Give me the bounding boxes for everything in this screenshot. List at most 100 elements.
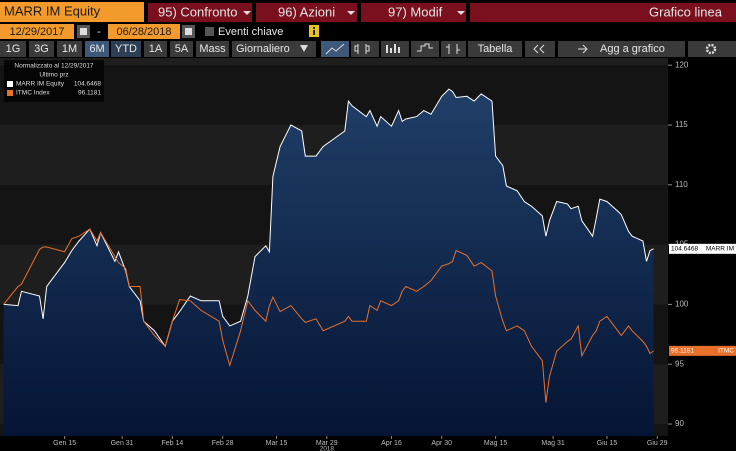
y-tick-label: 90	[675, 419, 684, 428]
candle-glyph	[354, 44, 370, 54]
x-tick-label: Apr 16	[381, 440, 402, 447]
legend-box	[4, 60, 104, 102]
info-glyph	[313, 30, 315, 35]
x-tick-label: Feb 14	[161, 440, 183, 447]
period-label: 3G	[34, 43, 49, 55]
menu-text: 97) Modif	[388, 4, 443, 19]
period-button[interactable]	[196, 41, 229, 57]
legend-swatch	[7, 90, 13, 96]
line-chart-button[interactable]	[321, 41, 349, 57]
period-label: 1M	[62, 43, 77, 55]
menu-button[interactable]	[256, 3, 357, 22]
legend-value: 104.6468	[74, 81, 101, 88]
x-tick-label: Gen 31	[111, 440, 134, 447]
menu-text: 95) Confronto	[158, 4, 238, 19]
x-year-label: 2018	[320, 446, 335, 451]
series-line	[3, 228, 654, 403]
toolbar-row-2: 12/29/2017 - 06/28/2018 Eventi chiave	[0, 24, 319, 39]
legend-swatch	[7, 81, 13, 87]
end-date-field[interactable]	[108, 24, 180, 39]
series-tag: MARR IM	[706, 246, 734, 253]
dropdown-icon	[300, 45, 308, 52]
period-button[interactable]	[111, 41, 141, 57]
table-label: Tabella	[478, 43, 514, 55]
date-separator: -	[97, 26, 101, 38]
grid-band	[0, 58, 668, 66]
y-tick-label: 95	[675, 359, 684, 368]
checkbox[interactable]	[205, 27, 214, 36]
period-button[interactable]	[0, 41, 26, 57]
start-date-field[interactable]	[0, 24, 74, 39]
menu-button[interactable]	[361, 3, 466, 22]
collapse-glyph	[533, 44, 545, 54]
period-label: YTD	[115, 43, 137, 55]
add-to-chart-button[interactable]	[558, 41, 685, 57]
dropdown-icon	[457, 11, 465, 15]
period-label: 1G	[6, 43, 21, 55]
x-tick-label: Mar 29	[316, 440, 338, 447]
ohlc-button[interactable]	[411, 41, 439, 57]
view-title-bar	[470, 3, 736, 22]
period-button-selected[interactable]	[85, 41, 109, 57]
last-value-tag	[669, 243, 736, 254]
series-area	[3, 89, 654, 436]
legend-subtitle: Ultimo prz	[39, 72, 68, 79]
start-date: 12/29/2017	[9, 26, 64, 38]
menu-button[interactable]	[148, 3, 252, 22]
period-label: 5A	[175, 43, 189, 55]
bar-glyph	[386, 44, 400, 53]
end-date: 06/28/2018	[116, 26, 171, 38]
gear-glyph	[705, 43, 717, 55]
frequency-label: Giornaliero	[236, 43, 290, 55]
period-button[interactable]	[144, 41, 167, 57]
period-button[interactable]	[57, 41, 82, 57]
legend-title: Normalizzato al 12/29/2017	[14, 63, 94, 70]
y-tick-label: 115	[675, 120, 688, 129]
dropdown-icon	[243, 11, 251, 15]
events-label: Eventi chiave	[218, 26, 283, 38]
legend-label: ITMC Index	[16, 90, 50, 97]
calendar-glyph	[80, 28, 87, 35]
arrow-glyph	[578, 44, 588, 54]
settings-button[interactable]	[688, 41, 736, 57]
frequency-dropdown[interactable]	[232, 41, 316, 57]
toolbar-row-1: MARR IM Equity 95) Confronto 96) Azioni …	[0, 2, 736, 22]
y-tick-label: 120	[675, 60, 689, 69]
calendar-glyph	[185, 28, 192, 35]
axis-panel	[668, 58, 736, 451]
y-tick-label: 100	[675, 300, 689, 309]
toolbar-row-3: 1G 3G 1M 6M YTD 1A 5A Mass Giornaliero T…	[0, 41, 736, 57]
line-chart-glyph	[325, 43, 345, 55]
security-text: MARR IM Equity	[4, 3, 101, 18]
period-label: 1A	[149, 43, 163, 55]
x-tick-label: Gen 15	[53, 440, 76, 447]
x-tick-label: Mag 15	[484, 440, 507, 447]
info-glyph	[313, 27, 315, 29]
hlc-glyph	[446, 44, 460, 54]
x-axis-panel	[0, 436, 736, 451]
table-button[interactable]	[468, 41, 522, 57]
period-button[interactable]	[170, 41, 193, 57]
x-tick-label: Feb 28	[212, 440, 234, 447]
last-value-tag	[669, 345, 736, 356]
dropdown-icon	[347, 11, 355, 15]
view-title: Grafico linea	[649, 4, 723, 19]
legend-value: 96.1181	[78, 90, 101, 97]
x-tick-label: Mag 31	[541, 440, 564, 447]
series-tag: ITMC	[718, 348, 734, 355]
legend: Normalizzato al 12/29/2017 Ultimo prz MA…	[4, 60, 104, 102]
period-button[interactable]	[29, 41, 54, 57]
security-field[interactable]	[0, 2, 144, 22]
x-tick-label: Mar 15	[266, 440, 288, 447]
legend-label: MARR IM Equity	[16, 81, 65, 88]
x-tick-label: Giu 29	[647, 440, 668, 447]
ohlc-glyph	[417, 43, 433, 52]
x-tick-label: Giu 15	[597, 440, 618, 447]
hlc-button[interactable]	[441, 41, 466, 57]
period-label: Mass	[199, 43, 226, 55]
menu-text: 96) Azioni	[278, 4, 335, 19]
add-to-chart-label: Agg a grafico	[600, 43, 665, 55]
y-tick-label: 110	[675, 180, 688, 189]
